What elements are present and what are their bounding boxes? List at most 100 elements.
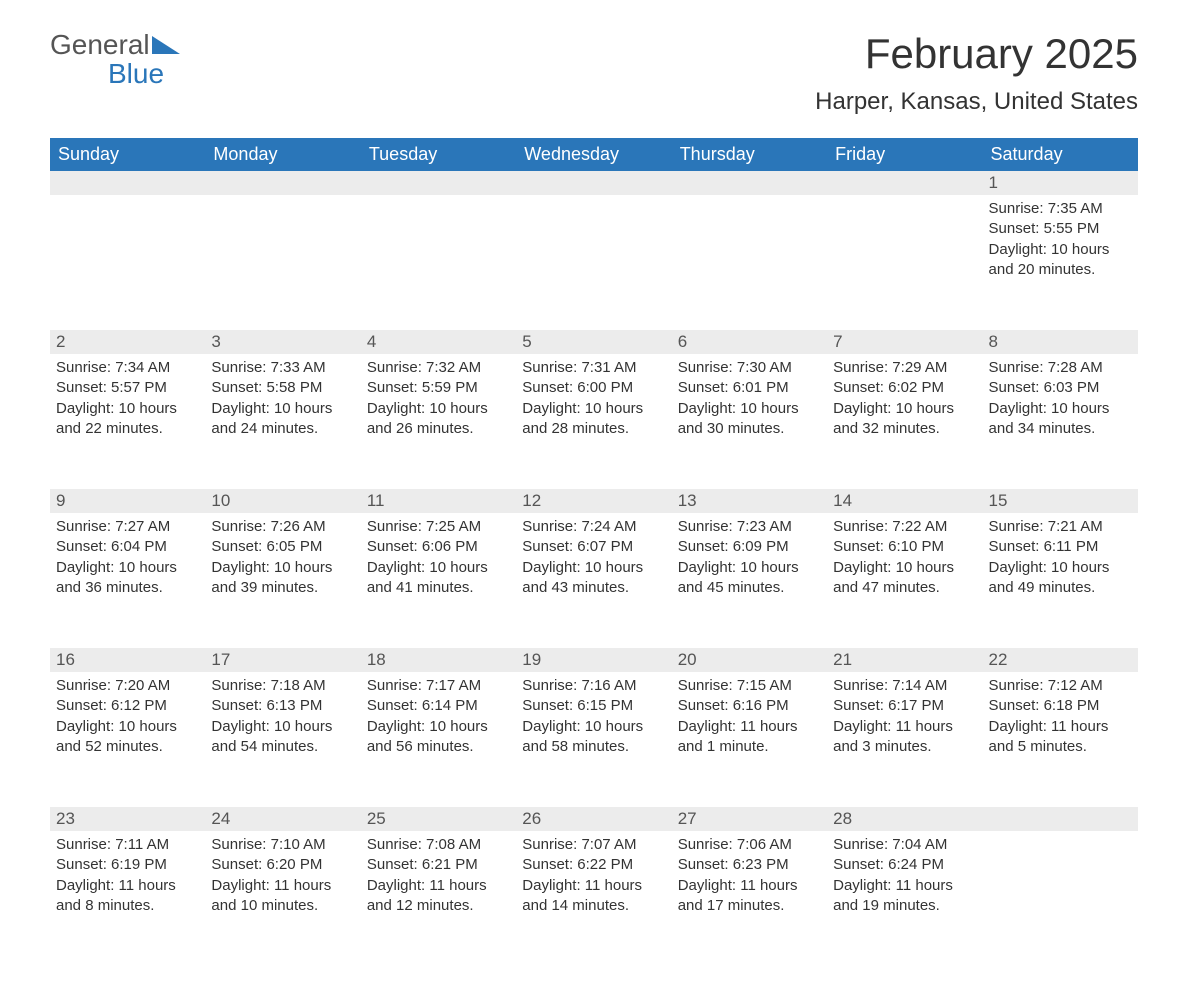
sunrise-line: Sunrise: 7:28 AM (989, 359, 1103, 376)
location-subtitle: Harper, Kansas, United States (815, 88, 1138, 116)
daylight-line: Daylight: 10 hours and 20 minutes. (989, 241, 1110, 278)
sunset-line: Sunset: 6:09 PM (678, 538, 789, 555)
sunrise-line: Sunrise: 7:30 AM (678, 359, 792, 376)
sunrise-line: Sunrise: 7:06 AM (678, 836, 792, 853)
day-content-cell: Sunrise: 7:18 AMSunset: 6:13 PMDaylight:… (205, 672, 360, 807)
weekday-tuesday: Tuesday (361, 138, 516, 171)
sunrise-line: Sunrise: 7:24 AM (522, 518, 636, 535)
day-details: Sunrise: 7:07 AMSunset: 6:22 PMDaylight:… (522, 835, 665, 916)
sunrise-line: Sunrise: 7:12 AM (989, 677, 1103, 694)
sunrise-line: Sunrise: 7:35 AM (989, 200, 1103, 217)
day-number-cell: 8 (983, 330, 1138, 354)
daylight-line: Daylight: 10 hours and 49 minutes. (989, 559, 1110, 596)
day-details: Sunrise: 7:22 AMSunset: 6:10 PMDaylight:… (833, 517, 976, 598)
day-details: Sunrise: 7:25 AMSunset: 6:06 PMDaylight:… (367, 517, 510, 598)
daylight-line: Daylight: 10 hours and 39 minutes. (211, 559, 332, 596)
daylight-line: Daylight: 10 hours and 47 minutes. (833, 559, 954, 596)
day-number-cell: 14 (827, 489, 982, 513)
day-details: Sunrise: 7:29 AMSunset: 6:02 PMDaylight:… (833, 358, 976, 439)
sunrise-line: Sunrise: 7:20 AM (56, 677, 170, 694)
daylight-line: Daylight: 10 hours and 41 minutes. (367, 559, 488, 596)
day-details: Sunrise: 7:32 AMSunset: 5:59 PMDaylight:… (367, 358, 510, 439)
sunrise-line: Sunrise: 7:18 AM (211, 677, 325, 694)
sunset-line: Sunset: 6:21 PM (367, 856, 478, 873)
day-content-row: Sunrise: 7:20 AMSunset: 6:12 PMDaylight:… (50, 672, 1138, 807)
day-details: Sunrise: 7:28 AMSunset: 6:03 PMDaylight:… (989, 358, 1132, 439)
daylight-line: Daylight: 10 hours and 45 minutes. (678, 559, 799, 596)
sunrise-line: Sunrise: 7:29 AM (833, 359, 947, 376)
sunset-line: Sunset: 6:22 PM (522, 856, 633, 873)
sunrise-line: Sunrise: 7:04 AM (833, 836, 947, 853)
day-details: Sunrise: 7:12 AMSunset: 6:18 PMDaylight:… (989, 676, 1132, 757)
day-number-cell: 20 (672, 648, 827, 672)
sunrise-line: Sunrise: 7:10 AM (211, 836, 325, 853)
weekday-wednesday: Wednesday (516, 138, 671, 171)
sunrise-line: Sunrise: 7:34 AM (56, 359, 170, 376)
day-number-cell: 25 (361, 807, 516, 831)
weekday-friday: Friday (827, 138, 982, 171)
day-content-cell: Sunrise: 7:35 AMSunset: 5:55 PMDaylight:… (983, 195, 1138, 330)
day-content-cell: Sunrise: 7:23 AMSunset: 6:09 PMDaylight:… (672, 513, 827, 648)
daylight-line: Daylight: 10 hours and 24 minutes. (211, 400, 332, 437)
day-number-cell: 28 (827, 807, 982, 831)
sunrise-line: Sunrise: 7:08 AM (367, 836, 481, 853)
day-content-cell: Sunrise: 7:27 AMSunset: 6:04 PMDaylight:… (50, 513, 205, 648)
day-content-cell: Sunrise: 7:22 AMSunset: 6:10 PMDaylight:… (827, 513, 982, 648)
sunset-line: Sunset: 5:57 PM (56, 379, 167, 396)
sunset-line: Sunset: 6:16 PM (678, 697, 789, 714)
daylight-line: Daylight: 10 hours and 52 minutes. (56, 718, 177, 755)
daylight-line: Daylight: 11 hours and 3 minutes. (833, 718, 953, 755)
day-details: Sunrise: 7:14 AMSunset: 6:17 PMDaylight:… (833, 676, 976, 757)
day-number-cell (205, 171, 360, 195)
daylight-line: Daylight: 11 hours and 8 minutes. (56, 877, 176, 914)
day-number-cell: 23 (50, 807, 205, 831)
day-content-cell: Sunrise: 7:12 AMSunset: 6:18 PMDaylight:… (983, 672, 1138, 807)
sunset-line: Sunset: 6:15 PM (522, 697, 633, 714)
sunset-line: Sunset: 6:20 PM (211, 856, 322, 873)
daylight-line: Daylight: 10 hours and 34 minutes. (989, 400, 1110, 437)
title-block: February 2025 Harper, Kansas, United Sta… (815, 30, 1138, 130)
day-content-cell (361, 195, 516, 330)
day-content-cell: Sunrise: 7:15 AMSunset: 6:16 PMDaylight:… (672, 672, 827, 807)
day-number-cell: 11 (361, 489, 516, 513)
day-number-row: 2345678 (50, 330, 1138, 354)
daylight-line: Daylight: 11 hours and 12 minutes. (367, 877, 487, 914)
day-content-cell (205, 195, 360, 330)
day-content-row: Sunrise: 7:11 AMSunset: 6:19 PMDaylight:… (50, 831, 1138, 966)
daylight-line: Daylight: 10 hours and 30 minutes. (678, 400, 799, 437)
day-content-cell: Sunrise: 7:07 AMSunset: 6:22 PMDaylight:… (516, 831, 671, 966)
day-number-cell: 7 (827, 330, 982, 354)
day-number-cell: 1 (983, 171, 1138, 195)
daylight-line: Daylight: 10 hours and 32 minutes. (833, 400, 954, 437)
sunset-line: Sunset: 6:11 PM (989, 538, 1099, 555)
day-number-cell (827, 171, 982, 195)
sunset-line: Sunset: 6:04 PM (56, 538, 167, 555)
month-title: February 2025 (815, 30, 1138, 78)
day-content-cell: Sunrise: 7:20 AMSunset: 6:12 PMDaylight:… (50, 672, 205, 807)
day-content-row: Sunrise: 7:27 AMSunset: 6:04 PMDaylight:… (50, 513, 1138, 648)
sunrise-line: Sunrise: 7:22 AM (833, 518, 947, 535)
sunrise-line: Sunrise: 7:21 AM (989, 518, 1103, 535)
day-details: Sunrise: 7:15 AMSunset: 6:16 PMDaylight:… (678, 676, 821, 757)
day-number-row: 1 (50, 171, 1138, 195)
day-details: Sunrise: 7:24 AMSunset: 6:07 PMDaylight:… (522, 517, 665, 598)
day-number-cell (516, 171, 671, 195)
daylight-line: Daylight: 11 hours and 19 minutes. (833, 877, 953, 914)
sunset-line: Sunset: 5:58 PM (211, 379, 322, 396)
day-details: Sunrise: 7:08 AM Sunset: 6:21 PM Daylight:… (367, 835, 510, 916)
sunrise-line: Sunrise: 7:33 AM (211, 359, 325, 376)
day-content-cell: Sunrise: 7:11 AMSunset: 6:19 PMDaylight:… (50, 831, 205, 966)
day-content-cell: Sunrise: 7:17 AMSunset: 6:14 PMDaylight:… (361, 672, 516, 807)
weekday-thursday: Thursday (672, 138, 827, 171)
sunset-line: Sunset: 6:18 PM (989, 697, 1100, 714)
daylight-line: Daylight: 10 hours and 54 minutes. (211, 718, 332, 755)
day-details: Sunrise: 7:17 AMSunset: 6:14 PMDaylight:… (367, 676, 510, 757)
day-content-cell: Sunrise: 7:25 AMSunset: 6:06 PMDaylight:… (361, 513, 516, 648)
day-number-cell: 26 (516, 807, 671, 831)
weekday-saturday: Saturday (983, 138, 1138, 171)
daylight-line: Daylight: 10 hours and 36 minutes. (56, 559, 177, 596)
sunset-line: Sunset: 6:05 PM (211, 538, 322, 555)
day-number-cell: 3 (205, 330, 360, 354)
day-number-cell: 17 (205, 648, 360, 672)
day-number-cell: 24 (205, 807, 360, 831)
